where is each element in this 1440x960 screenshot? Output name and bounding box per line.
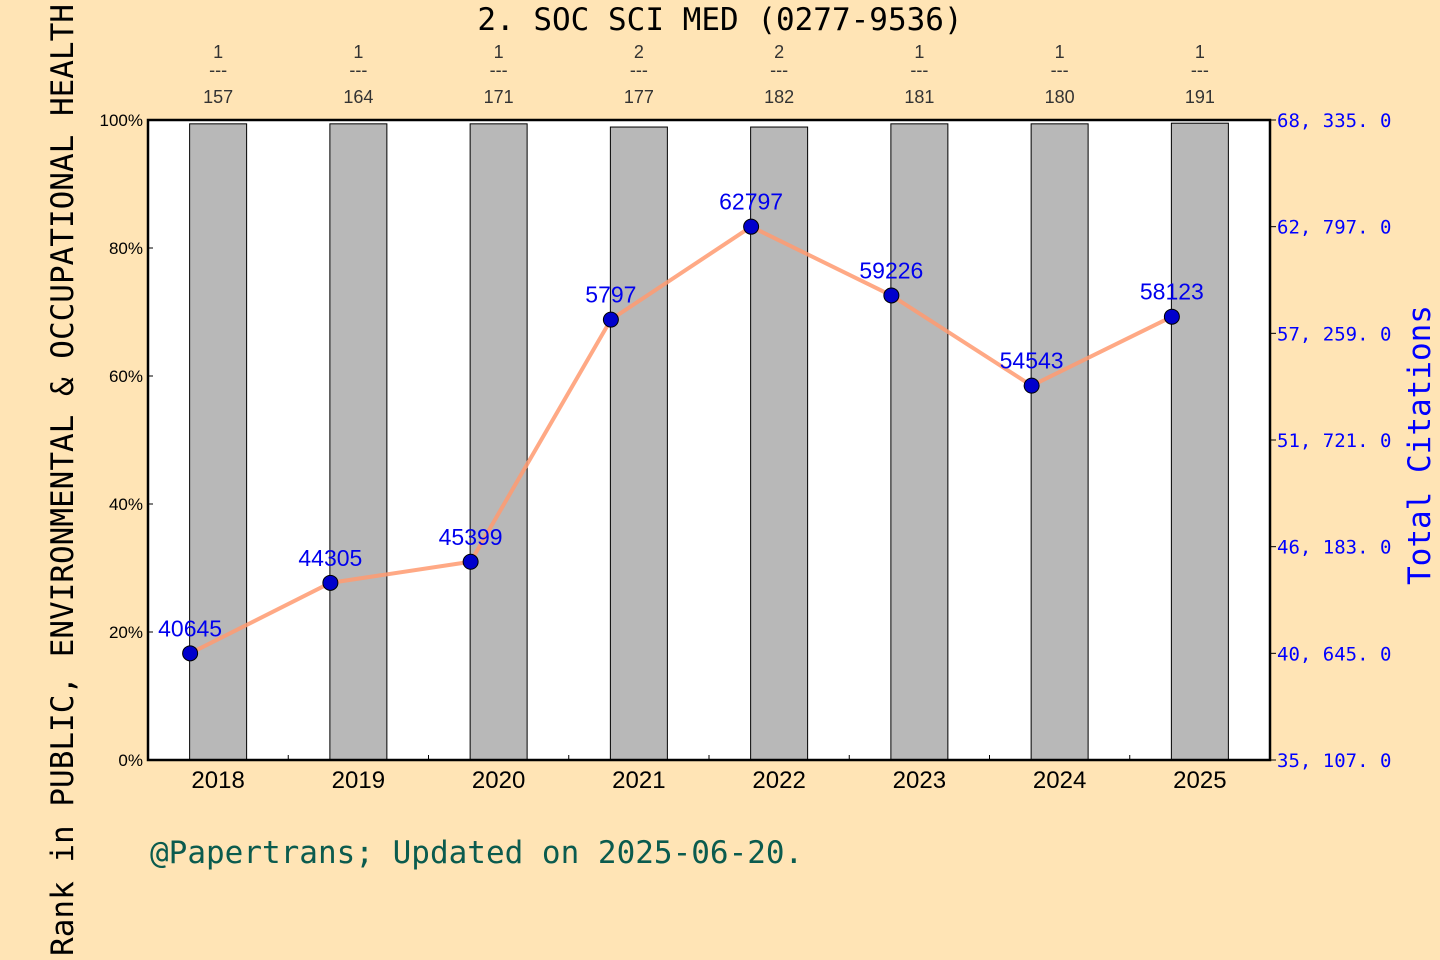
bar-2022	[750, 126, 809, 761]
rank-total: 157	[203, 87, 233, 107]
y-right-tick-label: 35, 107. 0	[1277, 750, 1391, 772]
x-tick-label: 2021	[612, 767, 665, 794]
citation-label: 45399	[439, 524, 503, 550]
rank-numerator: 2	[774, 42, 784, 62]
chart-title: 2. SOC SCI MED (0277-9536)	[477, 2, 962, 38]
x-tick-label: 2023	[893, 767, 946, 794]
rank-divider: ---	[349, 60, 367, 80]
bar-2018	[189, 123, 248, 761]
citation-point-2025	[1163, 308, 1180, 325]
y-right-label: Total Citations	[1402, 305, 1438, 585]
rank-numerator: 1	[213, 42, 223, 62]
citation-point-2018	[182, 645, 199, 662]
y-right-tick-label: 40, 645. 0	[1277, 643, 1391, 665]
rank-divider: ---	[490, 60, 508, 80]
citation-point-2023	[883, 287, 900, 304]
citation-label: 54543	[1000, 348, 1064, 374]
rank-numerator: 1	[1055, 42, 1065, 62]
citation-label: 40645	[158, 615, 222, 641]
bar-2025	[1170, 122, 1229, 761]
citation-point-2024	[1023, 377, 1040, 394]
x-tick-label: 2020	[472, 767, 525, 794]
rank-numerator: 1	[1195, 42, 1205, 62]
x-tick-label: 2019	[332, 767, 385, 794]
y-right-tick-label: 68, 335. 0	[1277, 110, 1391, 132]
x-tick-label: 2022	[752, 767, 805, 794]
rank-total: 164	[343, 87, 373, 107]
rank-divider: ---	[630, 60, 648, 80]
rank-total: 182	[764, 87, 794, 107]
y-left-tick-label: 40%	[109, 495, 143, 514]
bar-2021	[609, 126, 668, 761]
y-left-tick-label: 20%	[109, 623, 143, 642]
rank-numerator: 1	[494, 42, 504, 62]
y-right-tick-label: 57, 259. 0	[1277, 323, 1391, 345]
citation-point-2022	[743, 218, 760, 235]
rank-total: 177	[624, 87, 654, 107]
rank-total: 191	[1185, 87, 1215, 107]
bar-2024	[1030, 123, 1089, 761]
bar-2019	[329, 123, 388, 761]
bar-2020	[469, 123, 528, 761]
x-tick-label: 2024	[1033, 767, 1086, 794]
citation-point-2020	[462, 553, 479, 570]
rank-divider: ---	[1051, 60, 1069, 80]
citations-line	[189, 224, 1173, 656]
y-left-tick-label: 100%	[100, 111, 143, 130]
x-tick-label: 2018	[191, 767, 244, 794]
y-right-tick-label: 51, 721. 0	[1277, 430, 1391, 452]
rank-numerator: 1	[914, 42, 924, 62]
rank-divider: ---	[910, 60, 928, 80]
rank-divider: ---	[1191, 60, 1209, 80]
rank-total: 180	[1045, 87, 1075, 107]
y-left-tick-label: 0%	[118, 751, 143, 770]
citation-point-2019	[322, 574, 339, 591]
y-left-tick-label: 60%	[109, 367, 143, 386]
citation-label: 5797	[585, 282, 636, 308]
rank-total: 181	[904, 87, 934, 107]
citation-label: 59226	[859, 257, 923, 283]
citation-label: 58123	[1140, 279, 1204, 305]
plot-area	[148, 120, 1270, 760]
rank-divider: ---	[209, 60, 227, 80]
x-tick-label: 2025	[1173, 767, 1226, 794]
rank-divider: ---	[770, 60, 788, 80]
rank-numerator: 2	[634, 42, 644, 62]
y-left-label: Rank in PUBLIC, ENVIRONMENTAL & OCCUPATI…	[45, 4, 81, 956]
bar-2023	[890, 123, 949, 761]
y-right-tick-label: 46, 183. 0	[1277, 537, 1391, 559]
citation-label: 44305	[298, 545, 362, 571]
citation-point-2021	[602, 311, 619, 328]
footer-note: @Papertrans; Updated on 2025-06-20.	[150, 835, 804, 871]
citation-label: 62797	[719, 189, 783, 215]
y-right-tick-label: 62, 797. 0	[1277, 217, 1391, 239]
rank-numerator: 1	[353, 42, 363, 62]
rank-total: 171	[484, 87, 514, 107]
y-left-tick-label: 80%	[109, 239, 143, 258]
